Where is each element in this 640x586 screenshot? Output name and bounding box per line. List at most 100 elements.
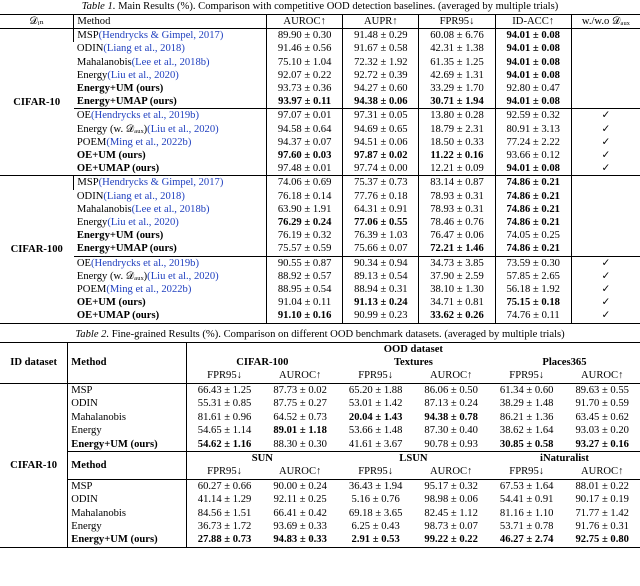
table2-caption: Table 2. Fine-grained Results (%). Compa…	[0, 329, 640, 340]
metric-cell: 74.86 ± 0.21	[494, 242, 572, 257]
metric-cell: 38.62 ± 1.64	[489, 424, 565, 437]
aux-check: ✓	[570, 122, 640, 136]
method-cell: Energy+UM (ours)	[74, 229, 267, 242]
metric-cell: 54.41 ± 0.91	[489, 493, 565, 506]
metric-cell: 33.29 ± 1.70	[418, 82, 496, 96]
metric-value: 92.75 ± 0.80	[575, 534, 629, 546]
metric-cell: 60.27 ± 0.66	[186, 479, 262, 493]
metric-value: 86.06 ± 0.50	[424, 384, 478, 396]
metric-cell: 97.31 ± 0.05	[342, 108, 419, 123]
metric-value: 20.04 ± 1.43	[348, 411, 403, 423]
metric-cell: 65.20 ± 1.88	[338, 383, 414, 397]
metric-value: 94.69 ± 0.65	[354, 123, 408, 135]
metric-value: 76.18 ± 0.14	[277, 190, 332, 202]
metric-cell: 13.80 ± 0.28	[418, 108, 496, 123]
method-header-text: Method	[71, 357, 107, 369]
metric-cell: 88.95 ± 0.54	[266, 283, 343, 297]
method-row: OE+UMAP (ours) 97.48 ± 0.01 97.74 ± 0.00 12…	[0, 162, 640, 176]
metric-value: 90.00 ± 0.24	[273, 480, 327, 492]
id-dataset: CIFAR-10	[0, 383, 69, 548]
metric-value: 97.48 ± 0.01	[277, 163, 332, 175]
metric-cell: 90.17 ± 0.19	[564, 493, 640, 506]
method-cell: Mahalanobis	[67, 506, 187, 520]
metric-cell: 89.01 ± 1.18	[262, 424, 338, 437]
metric-value: 93.27 ± 0.16	[575, 438, 629, 450]
metric-cell: 88.30 ± 0.30	[262, 438, 338, 452]
method-name: Energy+UM (ours)	[76, 83, 164, 95]
metric-value: 42.69 ± 1.31	[430, 69, 484, 81]
method-cell: OE+UM (ours)	[74, 296, 267, 309]
metric-cell: 74.86 ± 0.21	[494, 216, 572, 230]
aux-check: ✓	[570, 149, 640, 163]
metric-value: 60.08 ± 6.76	[430, 30, 484, 42]
metric-cell: 92.59 ± 0.32	[494, 108, 572, 123]
metric-value: 55.31 ± 0.85	[197, 398, 252, 410]
metric-value: 74.86 ± 0.21	[506, 243, 560, 255]
metric-cell: 74.86 ± 0.21	[494, 175, 572, 190]
metric-cell: 78.46 ± 0.76	[418, 216, 496, 230]
aux-check: ✓	[570, 296, 640, 310]
metric-value: 91.10 ± 0.16	[277, 310, 332, 322]
metric-value: 30.85 ± 0.58	[499, 438, 554, 450]
metric-value: 94.01 ± 0.08	[506, 69, 560, 81]
method-name: ODIN	[76, 43, 104, 55]
column-header: Method	[73, 14, 267, 29]
metric-value: 88.01 ± 0.22	[575, 480, 629, 492]
metric-value: 88.95 ± 0.54	[277, 284, 332, 296]
method-name: Energy	[76, 69, 108, 81]
method-row: Energy+UM (ours) 27.88 ± 0.73 94.83 ± 0.33…	[0, 533, 640, 548]
metric-cell: 75.57 ± 0.59	[266, 242, 343, 257]
method-row: POEM(Ming et al., 2022b) 94.37 ± 0.07 94.5…	[0, 135, 640, 150]
metric-cell: 97.60 ± 0.03	[266, 149, 343, 163]
metric-cell: 97.07 ± 0.01	[266, 108, 343, 123]
method-header-text: Method	[71, 459, 107, 471]
method-name: OE+UMAP (ours)	[76, 310, 160, 322]
metric-value: 33.29 ± 1.70	[430, 83, 484, 95]
metric-value: 63.45 ± 0.62	[575, 411, 629, 423]
metric-value: 61.35 ± 1.25	[430, 56, 484, 68]
dataset-label: CIFAR-10	[13, 96, 61, 108]
metric-cell: 20.04 ± 1.43	[338, 411, 414, 424]
method-name: Mahalanobis	[76, 203, 132, 215]
metric-cell: 98.73 ± 0.07	[413, 520, 489, 533]
metric-cell: 76.19 ± 0.32	[266, 229, 343, 243]
method-row: Energy+UM (ours) 54.62 ± 1.16 88.30 ± 0.30…	[0, 437, 640, 452]
metric-cell: 95.17 ± 0.32	[413, 479, 489, 493]
metric-cell: 64.52 ± 0.73	[262, 411, 338, 424]
method-row: Energy+UMAP (ours) 75.57 ± 0.59 75.66 ± 0.…	[0, 242, 640, 257]
metric-cell: 66.43 ± 1.25	[186, 383, 262, 397]
metric-cell: 91.04 ± 0.11	[266, 296, 343, 310]
id-dataset-header-text: ID dataset	[10, 357, 58, 369]
method-cell: ODIN(Liang et al., 2018)	[74, 42, 267, 55]
ood-header: OOD dataset	[186, 342, 640, 356]
metric-cell: 61.35 ± 1.25	[418, 55, 496, 69]
metric-header: FPR95↓	[509, 370, 545, 382]
metric-value: 76.47 ± 0.06	[430, 230, 484, 242]
metric-value: 76.39 ± 1.03	[354, 230, 408, 242]
metric-cell: 90.99 ± 0.23	[342, 309, 419, 324]
method-row: OE+UMAP (ours) 91.10 ± 0.16 90.99 ± 0.23 33…	[0, 309, 640, 324]
id-dataset-header: ID dataset	[0, 342, 69, 384]
method-row: Mahalanobis(Lee et al., 2018b) 75.10 ± 1.…	[0, 55, 640, 69]
metric-cell: 91.67 ± 0.58	[342, 42, 419, 56]
metric-value: 54.62 ± 1.16	[197, 438, 252, 450]
metric-cell: 94.51 ± 0.06	[342, 135, 419, 150]
aux-check: ✓	[570, 108, 640, 123]
metric-value: 93.73 ± 0.36	[277, 83, 332, 95]
metric-cell: 94.38 ± 0.78	[413, 411, 489, 424]
method-row: Energy(Liu et al., 2020) 76.29 ± 0.24 77.0…	[0, 216, 640, 230]
table-head: 𝒟ᵢₙ Method AUROC↑ AUPR↑ FPR95↓ ID-ACC↑ w./w.o …	[0, 14, 640, 29]
method-name: OE+UM (ours)	[76, 150, 146, 162]
metric-value: 6.25 ± 0.43	[351, 520, 400, 532]
metric-cell: 53.66 ± 1.48	[338, 424, 414, 437]
metric-value: 46.27 ± 2.74	[499, 534, 554, 546]
metric-value: 94.01 ± 0.08	[506, 163, 560, 175]
metric-value: 74.86 ± 0.21	[506, 177, 560, 189]
method-row: MSP 60.27 ± 0.66 90.00 ± 0.24 36.43 ± 1.94 9…	[0, 479, 640, 494]
metric-value: 83.14 ± 0.87	[430, 177, 484, 189]
metric-value: 94.58 ± 0.64	[277, 123, 332, 135]
metric-value: 94.37 ± 0.07	[277, 136, 332, 148]
metric-value: 75.15 ± 0.18	[506, 297, 560, 309]
metric-value: 92.07 ± 0.22	[277, 69, 332, 81]
